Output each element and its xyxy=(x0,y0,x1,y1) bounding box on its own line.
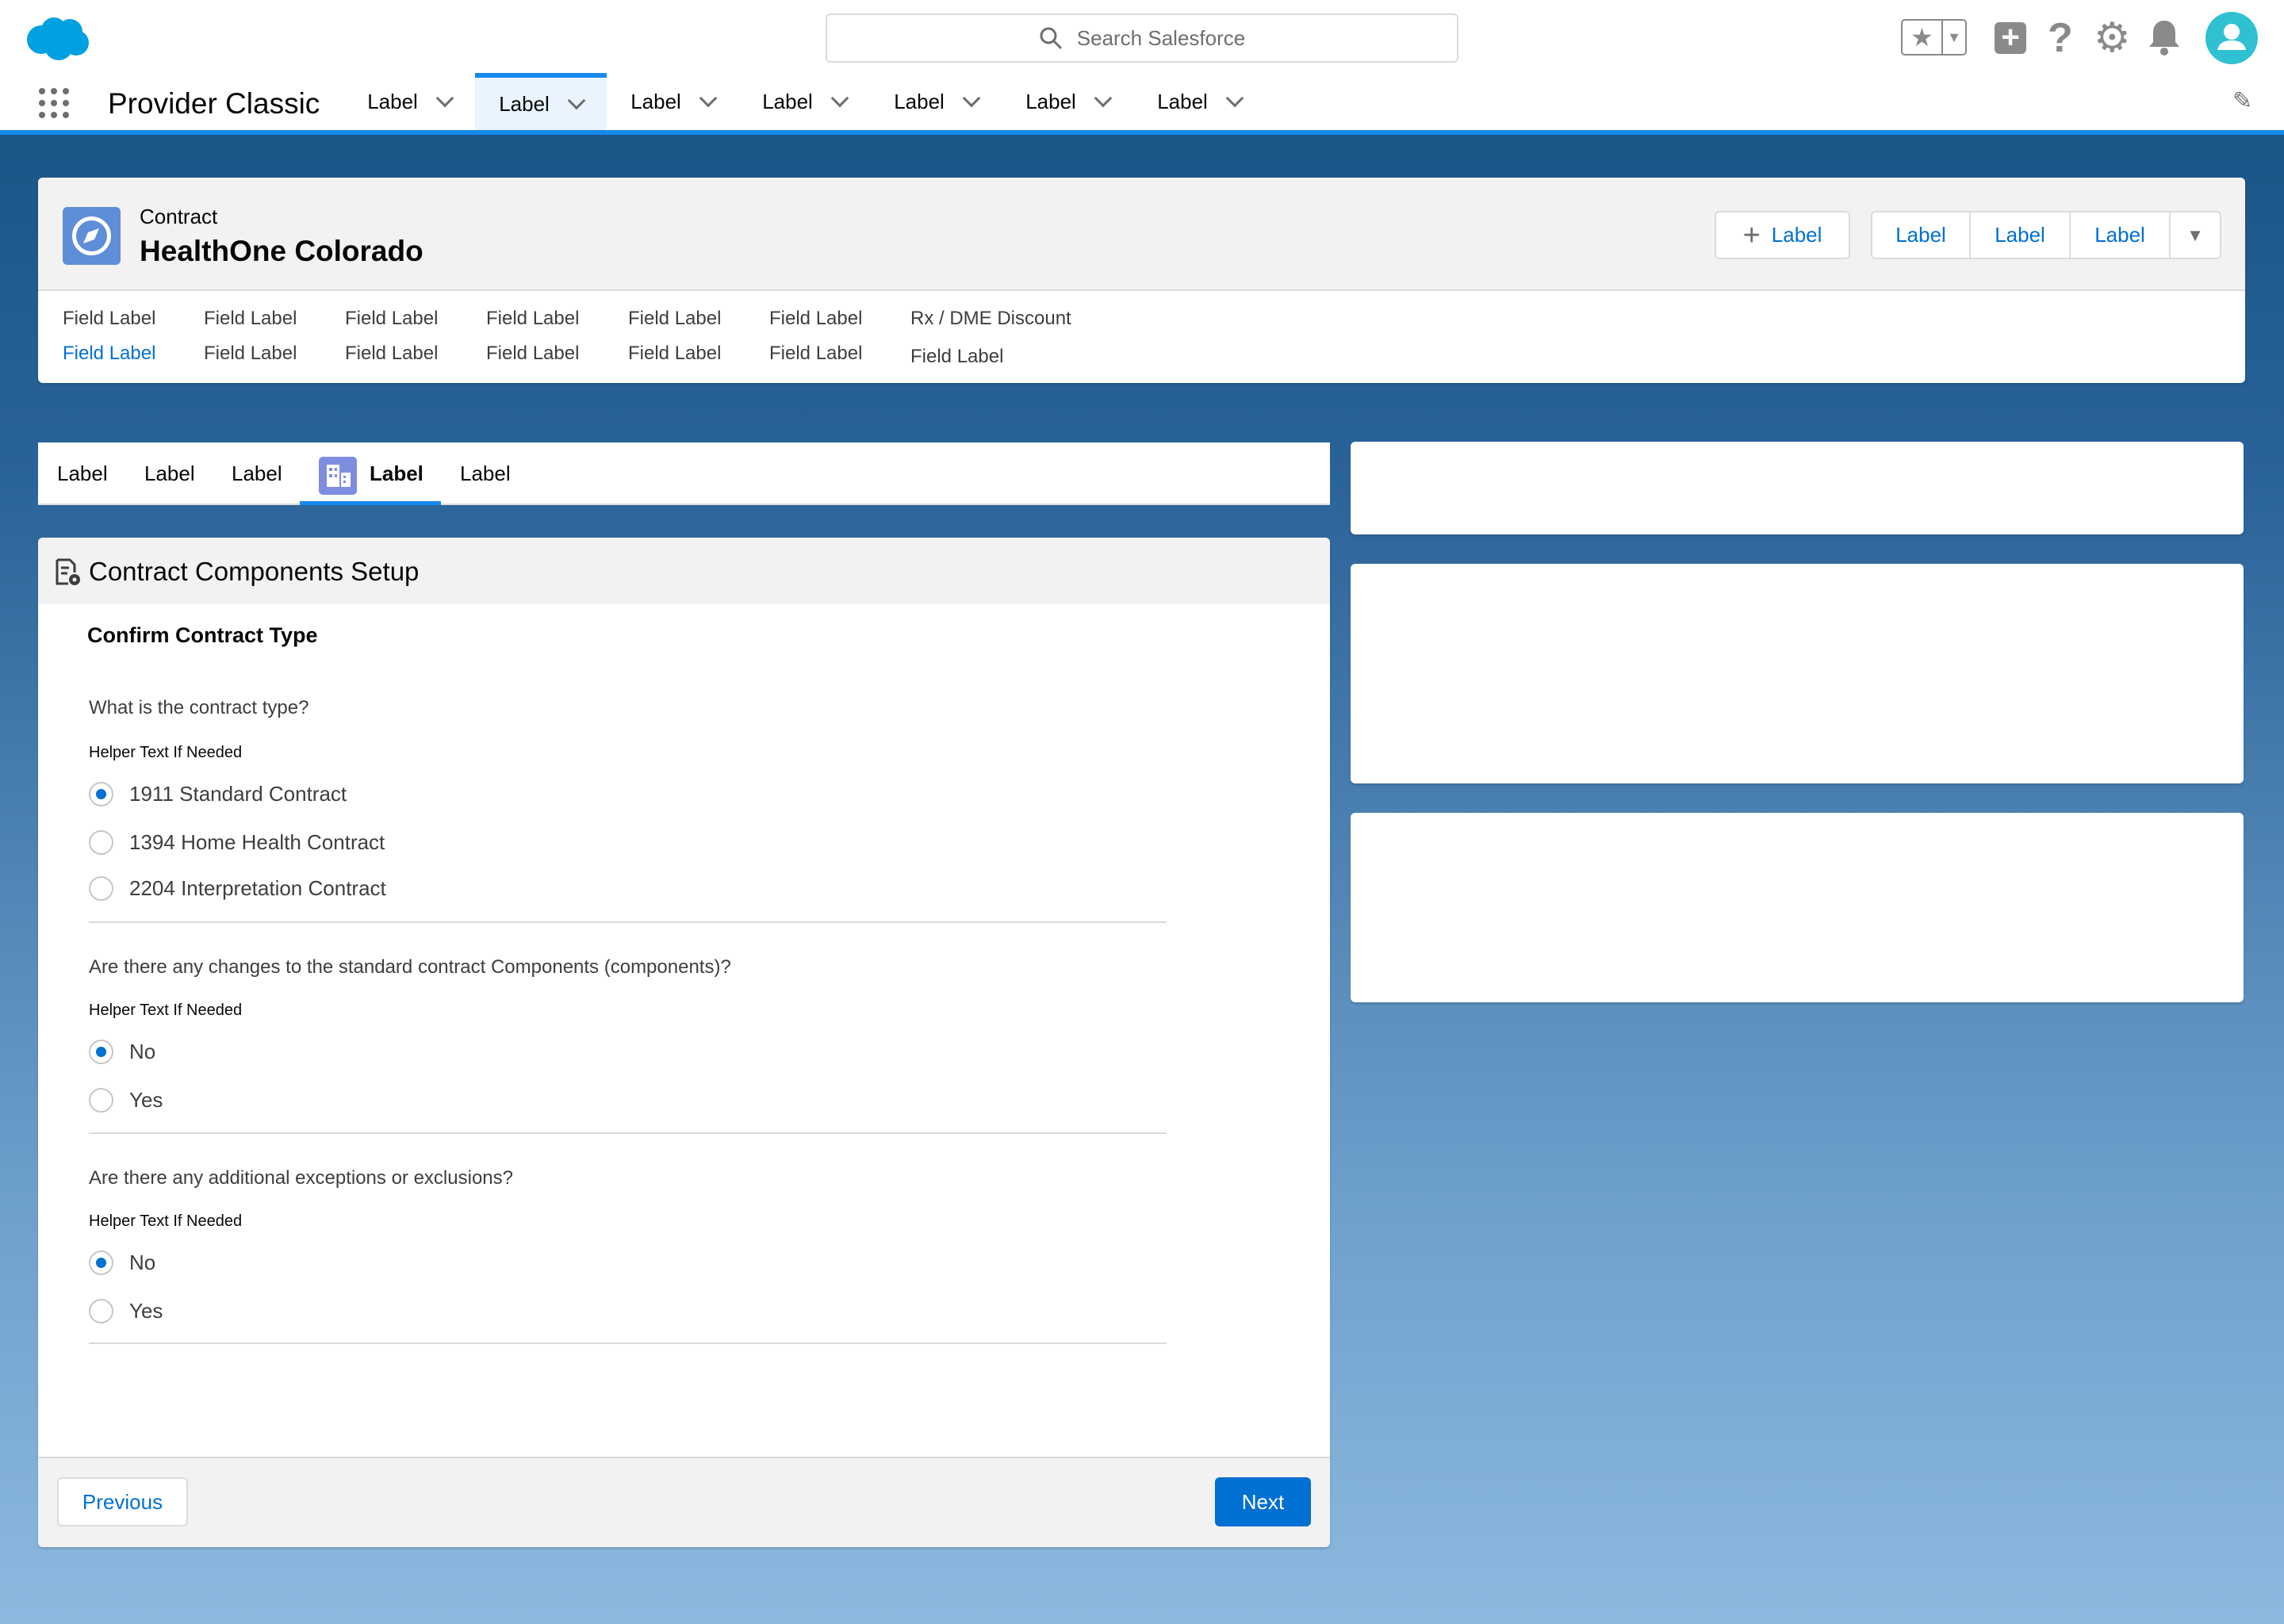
field-link[interactable]: Field Label xyxy=(63,343,156,364)
caret-down-icon: ▼ xyxy=(1947,29,1961,45)
nav-tab[interactable]: Label xyxy=(870,73,1002,130)
sidebar-card-empty xyxy=(1351,442,2244,534)
helper-text: Helper Text If Needed xyxy=(89,744,243,761)
setup-gear-icon[interactable]: ⚙ xyxy=(2094,15,2131,61)
field-label: Field Label xyxy=(204,308,297,329)
tab[interactable]: Label xyxy=(144,462,195,485)
document-settings-icon xyxy=(56,558,80,585)
edit-nav-pencil-icon[interactable]: ✎ xyxy=(2232,88,2253,114)
contract-record-icon xyxy=(63,207,121,265)
field-value: Field Label xyxy=(204,343,297,364)
action-button[interactable]: Label xyxy=(2071,211,2171,259)
nav-tab[interactable]: Label xyxy=(738,73,870,130)
app-navigation: Provider Classic Label Label Label Label… xyxy=(0,73,2284,135)
plus-icon: + xyxy=(1742,218,1761,252)
divider xyxy=(89,921,1167,923)
action-button-group: Label Label Label ▼ xyxy=(1871,211,2221,259)
field-value: Field Label xyxy=(910,346,1004,367)
radio-option[interactable]: No xyxy=(89,1251,155,1275)
tab[interactable]: Label xyxy=(57,462,108,485)
radio-option[interactable]: Yes xyxy=(89,1299,163,1323)
add-icon[interactable]: + xyxy=(1995,21,2026,54)
radio-option[interactable]: 1911 Standard Contract xyxy=(89,782,347,806)
favorites-button[interactable]: ★ ▼ xyxy=(1901,19,1967,56)
avatar[interactable] xyxy=(2205,12,2258,64)
bell-icon[interactable] xyxy=(2148,19,2181,56)
new-button[interactable]: + Label xyxy=(1715,211,1850,259)
radio-unselected xyxy=(89,1299,113,1323)
field-label: Field Label xyxy=(769,308,863,329)
app-name: Provider Classic xyxy=(108,87,320,120)
search-icon xyxy=(1040,27,1062,50)
radio-option[interactable]: Yes xyxy=(89,1088,163,1113)
nav-tab[interactable]: Label xyxy=(1002,73,1133,130)
radio-option[interactable]: 1394 Home Health Contract xyxy=(89,830,385,855)
helper-text: Helper Text If Needed xyxy=(89,1212,243,1230)
help-icon[interactable]: ? xyxy=(2048,15,2073,61)
divider xyxy=(89,1342,1167,1344)
action-button[interactable]: Label xyxy=(1871,211,1971,259)
record-object-type: Contract xyxy=(140,205,218,228)
radio-unselected xyxy=(89,830,113,855)
search-input[interactable]: Search Salesforce xyxy=(826,13,1458,63)
previous-button[interactable]: Previous xyxy=(57,1477,188,1526)
action-button[interactable]: Label xyxy=(1971,211,2071,259)
nav-tab[interactable]: Label xyxy=(607,73,738,130)
record-title: HealthOne Colorado xyxy=(140,235,423,267)
radio-unselected xyxy=(89,876,113,901)
question-label: Are there any additional exceptions or e… xyxy=(89,1167,513,1189)
field-label: Field Label xyxy=(486,308,580,329)
chevron-down-icon xyxy=(962,89,981,108)
chevron-down-icon xyxy=(1094,89,1113,108)
field-value: Field Label xyxy=(486,343,580,364)
next-button[interactable]: Next xyxy=(1215,1477,1311,1526)
favorites-star-icon: ★ xyxy=(1903,21,1943,54)
contract-components-setup-card: Contract Components Setup Confirm Contra… xyxy=(38,538,1330,1547)
field-value: Field Label xyxy=(769,343,863,364)
more-actions-dropdown[interactable]: ▼ xyxy=(2171,211,2221,259)
radio-selected xyxy=(89,1251,113,1275)
tab-active[interactable]: Label xyxy=(300,442,441,505)
field-label: Field Label xyxy=(345,308,439,329)
chevron-down-icon xyxy=(699,89,718,108)
question-label: What is the contract type? xyxy=(89,697,309,718)
field-label: Rx / DME Discount xyxy=(910,308,1071,329)
field-label: Field Label xyxy=(63,308,156,329)
radio-option[interactable]: No xyxy=(89,1040,155,1064)
field-value: Field Label xyxy=(345,343,439,364)
nav-tab-active[interactable]: Label xyxy=(475,73,607,130)
section-title: Confirm Contract Type xyxy=(87,623,318,647)
radio-option[interactable]: 2204 Interpretation Contract xyxy=(89,876,386,901)
record-header: Contract HealthOne Colorado + Label Label… xyxy=(38,178,2245,383)
field-value: Field Label xyxy=(628,343,722,364)
chevron-down-icon xyxy=(435,89,454,108)
tab[interactable]: Label xyxy=(460,462,511,485)
nav-tab[interactable]: Label xyxy=(343,73,475,130)
question-label: Are there any changes to the standard co… xyxy=(89,956,731,978)
divider xyxy=(89,1132,1167,1134)
app-launcher-icon[interactable] xyxy=(38,87,70,119)
card-title: Contract Components Setup xyxy=(89,557,420,586)
global-header: Search Salesforce ★ ▼ + ? ⚙ xyxy=(0,0,2284,73)
field-label: Field Label xyxy=(628,308,722,329)
radio-selected xyxy=(89,782,113,806)
chevron-down-icon xyxy=(567,91,586,110)
radio-unselected xyxy=(89,1088,113,1113)
radio-selected xyxy=(89,1040,113,1064)
chevron-down-icon xyxy=(1225,89,1244,108)
sidebar-card-empty xyxy=(1351,564,2244,783)
salesforce-cloud-logo[interactable] xyxy=(24,14,90,62)
record-tabs: Label Label Label Label Label xyxy=(38,442,1330,505)
sidebar-card-empty xyxy=(1351,813,2244,1002)
nav-tab[interactable]: Label xyxy=(1133,73,1265,130)
building-icon xyxy=(319,457,357,495)
chevron-down-icon xyxy=(830,89,849,108)
tab[interactable]: Label xyxy=(232,462,282,485)
search-placeholder: Search Salesforce xyxy=(1076,25,1246,50)
helper-text: Helper Text If Needed xyxy=(89,1002,243,1019)
